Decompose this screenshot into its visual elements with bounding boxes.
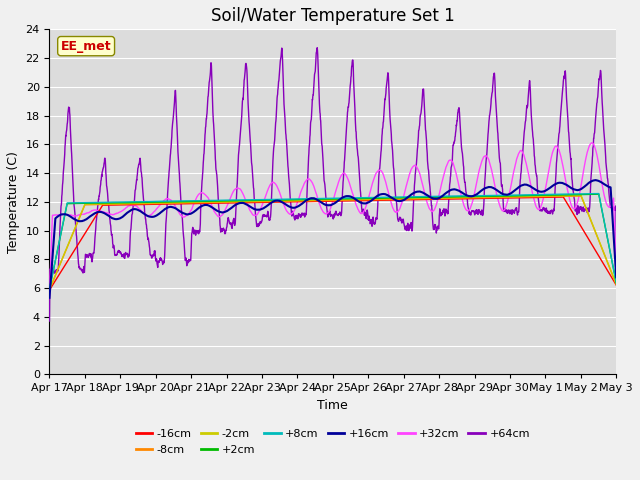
+64cm bbox=[367, 217, 375, 223]
Y-axis label: Temperature (C): Temperature (C) bbox=[7, 151, 20, 253]
Line: +64cm: +64cm bbox=[49, 48, 616, 321]
+64cm bbox=[612, 245, 620, 251]
-16cm bbox=[102, 202, 110, 208]
-16cm bbox=[367, 198, 375, 204]
Title: Soil/Water Temperature Set 1: Soil/Water Temperature Set 1 bbox=[211, 7, 455, 25]
-2cm bbox=[225, 199, 232, 204]
+16cm bbox=[102, 211, 110, 217]
Text: EE_met: EE_met bbox=[61, 40, 111, 53]
-16cm bbox=[225, 200, 232, 206]
+32cm bbox=[612, 273, 620, 278]
Line: -2cm: -2cm bbox=[49, 195, 616, 289]
-16cm bbox=[605, 269, 612, 275]
+64cm bbox=[225, 215, 232, 221]
-16cm bbox=[612, 282, 620, 288]
+64cm bbox=[314, 45, 321, 50]
+64cm bbox=[605, 181, 612, 187]
-8cm bbox=[225, 199, 232, 205]
-2cm bbox=[102, 201, 110, 207]
+64cm bbox=[45, 318, 53, 324]
-8cm bbox=[367, 197, 375, 203]
+64cm bbox=[536, 207, 543, 213]
-8cm bbox=[45, 287, 53, 293]
+16cm bbox=[225, 207, 232, 213]
-16cm bbox=[536, 194, 543, 200]
+32cm bbox=[367, 186, 375, 192]
+8cm bbox=[45, 286, 53, 291]
-2cm bbox=[45, 287, 53, 292]
+2cm bbox=[536, 192, 543, 198]
-16cm bbox=[504, 195, 511, 201]
Line: -16cm: -16cm bbox=[49, 197, 616, 290]
+8cm bbox=[612, 280, 620, 286]
+8cm bbox=[102, 199, 110, 205]
+16cm bbox=[367, 198, 375, 204]
+8cm bbox=[225, 197, 232, 203]
-8cm bbox=[612, 282, 620, 288]
+16cm bbox=[605, 184, 612, 190]
+16cm bbox=[592, 177, 600, 183]
+2cm bbox=[504, 193, 511, 199]
Line: -8cm: -8cm bbox=[49, 196, 616, 290]
-8cm bbox=[577, 193, 585, 199]
+2cm bbox=[367, 195, 375, 201]
Line: +8cm: +8cm bbox=[49, 193, 616, 288]
+32cm bbox=[605, 204, 612, 209]
+16cm bbox=[536, 189, 543, 194]
-8cm bbox=[605, 262, 612, 267]
Line: +32cm: +32cm bbox=[49, 143, 616, 295]
Line: +2cm: +2cm bbox=[49, 194, 616, 289]
+32cm bbox=[102, 210, 110, 216]
+32cm bbox=[504, 199, 511, 204]
+16cm bbox=[45, 295, 53, 300]
+2cm bbox=[595, 192, 603, 197]
-2cm bbox=[612, 281, 620, 287]
+8cm bbox=[536, 192, 543, 197]
+8cm bbox=[504, 192, 511, 198]
+32cm bbox=[225, 200, 232, 206]
+32cm bbox=[45, 292, 53, 298]
-2cm bbox=[577, 192, 584, 198]
-2cm bbox=[605, 261, 612, 267]
+8cm bbox=[367, 194, 375, 200]
Line: +16cm: +16cm bbox=[49, 180, 616, 298]
+2cm bbox=[45, 286, 53, 292]
+8cm bbox=[605, 240, 612, 245]
-2cm bbox=[536, 193, 543, 199]
-8cm bbox=[536, 194, 543, 200]
Legend: -16cm, -8cm, -2cm, +2cm, +8cm, +16cm, +32cm, +64cm: -16cm, -8cm, -2cm, +2cm, +8cm, +16cm, +3… bbox=[131, 425, 534, 459]
+8cm bbox=[595, 191, 602, 196]
+2cm bbox=[605, 240, 612, 246]
+16cm bbox=[504, 192, 511, 198]
X-axis label: Time: Time bbox=[317, 399, 348, 412]
-16cm bbox=[45, 287, 53, 293]
+2cm bbox=[102, 200, 110, 206]
+32cm bbox=[536, 206, 543, 212]
+16cm bbox=[612, 275, 620, 280]
+64cm bbox=[504, 210, 511, 216]
-2cm bbox=[367, 196, 375, 202]
-2cm bbox=[504, 194, 511, 200]
-8cm bbox=[504, 194, 511, 200]
+64cm bbox=[102, 172, 110, 178]
-16cm bbox=[559, 194, 567, 200]
+32cm bbox=[588, 140, 596, 145]
-8cm bbox=[102, 202, 110, 207]
+2cm bbox=[612, 280, 620, 286]
+2cm bbox=[225, 198, 232, 204]
